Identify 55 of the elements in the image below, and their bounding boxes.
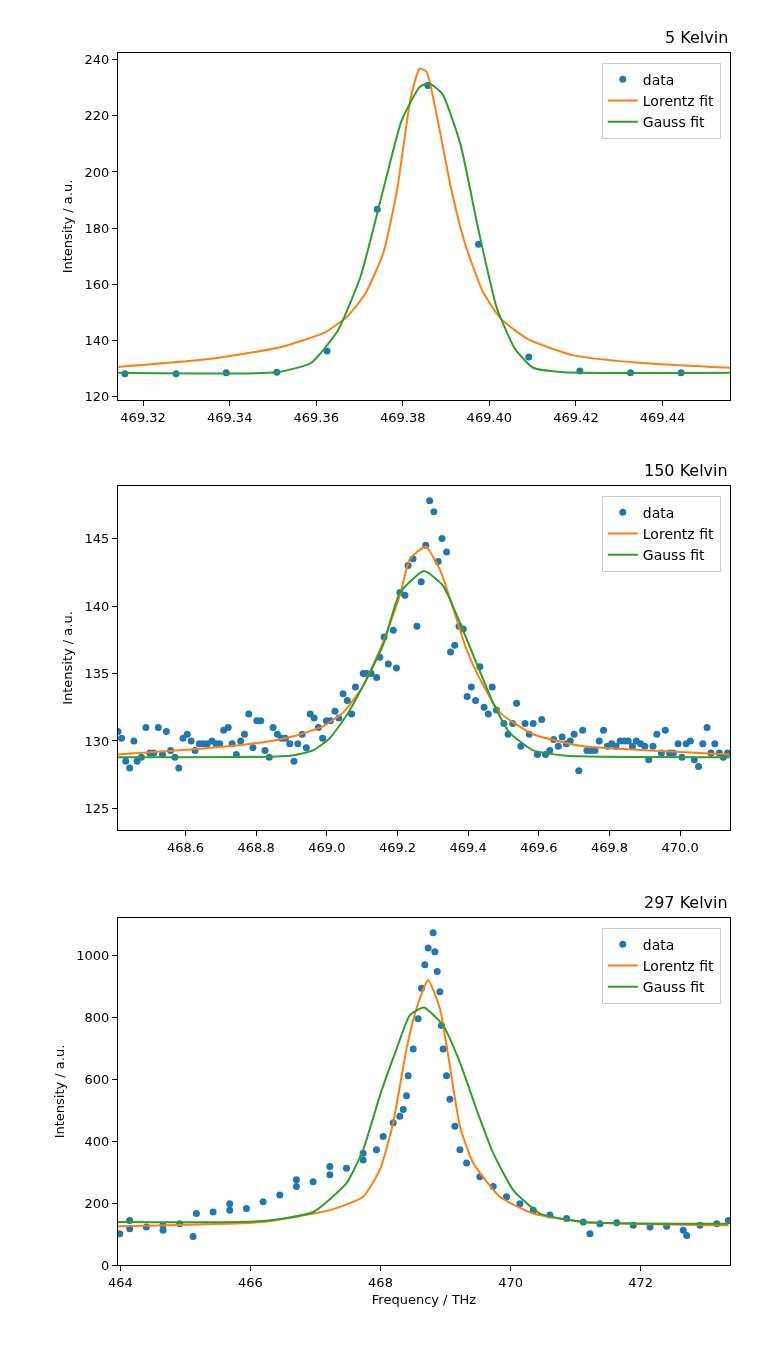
y-axis-title: Intensity / a.u.	[60, 611, 76, 705]
y-tick-label: 125	[84, 800, 110, 816]
y-tick-label: 145	[84, 531, 110, 547]
y-tick-label: 140	[84, 598, 110, 614]
y-tick-label: 130	[84, 733, 110, 749]
x-tick-label: 466	[238, 1274, 263, 1290]
legend-label: data	[642, 504, 675, 521]
x-tick-label: 469.40	[466, 409, 513, 425]
legend-label: Gauss fit	[642, 114, 705, 131]
x-tick-label: 469.4	[449, 839, 487, 855]
chart-title: 5 Kelvin	[665, 28, 729, 47]
x-tick-label: 469.8	[590, 839, 629, 855]
x-tick-label: 464	[107, 1274, 133, 1290]
legend-label: Gauss fit	[642, 547, 705, 564]
y-tick-label: 200	[84, 164, 110, 180]
y-tick-label: 220	[84, 108, 110, 124]
x-tick-label: 468.6	[166, 839, 205, 855]
x-tick-label: 468.8	[237, 839, 275, 855]
x-tick-label: 469.44	[639, 409, 686, 425]
y-axis-title: Intensity / a.u.	[60, 179, 76, 274]
point	[525, 353, 533, 361]
x-tick-label: 469.34	[206, 409, 253, 425]
y-tick-label: 135	[84, 666, 110, 682]
x-tick-label: 470.0	[661, 839, 699, 855]
y-tick-label: 120	[84, 388, 110, 404]
y-tick-label: 1000	[76, 947, 110, 963]
x-tick-label: 469.0	[308, 839, 346, 855]
y-tick-label: 160	[84, 276, 110, 292]
y-axis-title: Intensity / a.u.	[52, 1044, 68, 1139]
x-tick-label: 469.36	[293, 409, 339, 425]
legend-label: Lorentz fit	[642, 957, 714, 974]
y-tick-label: 180	[84, 220, 110, 236]
x-tick-label: 469.32	[120, 409, 166, 425]
chart-title: 297 Kelvin	[644, 893, 728, 912]
y-tick-label: 800	[84, 1009, 110, 1025]
y-tick-label: 200	[84, 1195, 110, 1211]
x-tick-label: 469.2	[378, 839, 417, 855]
x-tick-label: 468	[368, 1274, 393, 1290]
legend-label: data	[642, 71, 675, 88]
legend-label: data	[642, 936, 675, 953]
x-axis-title: Frequency / THz	[371, 1292, 477, 1308]
legend-label: Lorentz fit	[642, 525, 714, 542]
x-tick-label: 469.6	[520, 839, 558, 855]
x-tick-label: 470	[498, 1274, 523, 1290]
x-tick-label: 469.38	[380, 409, 426, 425]
y-tick-label: 140	[84, 332, 110, 348]
legend-label: Gauss fit	[642, 979, 705, 996]
y-tick-label: 0	[101, 1257, 110, 1273]
chart-title: 150 Kelvin	[644, 461, 728, 480]
y-tick-label: 240	[84, 52, 110, 68]
y-tick-label: 600	[84, 1071, 110, 1087]
x-tick-label: 472	[628, 1274, 654, 1290]
x-tick-label: 469.42	[553, 409, 599, 425]
y-tick-label: 400	[84, 1133, 110, 1149]
legend-label: Lorentz fit	[642, 92, 714, 109]
